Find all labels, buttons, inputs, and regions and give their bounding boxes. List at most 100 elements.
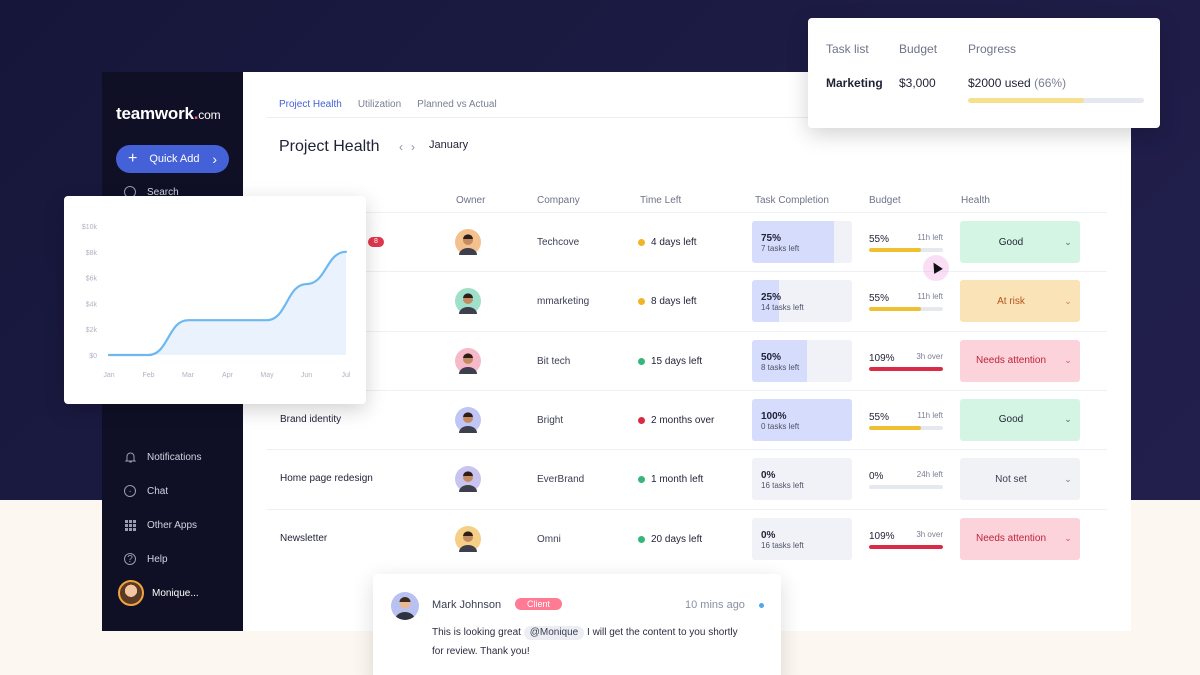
budget-percent: 0% xyxy=(869,471,884,483)
health-status-select[interactable]: Good ⌄ xyxy=(960,398,1080,441)
owner-avatar[interactable] xyxy=(455,466,481,493)
health-status-select[interactable]: Needs attention ⌄ xyxy=(960,339,1080,382)
table-row[interactable]: Newsletter Omni 20 days left 0% 16 tasks… xyxy=(267,508,1107,568)
owner-avatar[interactable] xyxy=(455,525,481,552)
chevron-left-icon[interactable]: ‹ xyxy=(399,140,411,154)
chevron-right-icon: › xyxy=(212,151,217,167)
sidebar-item-chat[interactable]: · Chat xyxy=(124,485,168,497)
status-dot xyxy=(638,357,645,365)
company-name: Techcove xyxy=(537,237,580,248)
budget-card-budget: $3,000 xyxy=(899,76,936,90)
table-row[interactable]: Bit tech 15 days left 50% 8 tasks left 1… xyxy=(267,330,1107,390)
user-avatar[interactable] xyxy=(118,580,144,606)
comment-body: This is looking great @Monique I will ge… xyxy=(432,623,752,661)
y-tick-label: $0 xyxy=(89,353,97,360)
task-completion-cell[interactable]: 0% 16 tasks left xyxy=(752,517,852,560)
x-tick-label: Apr xyxy=(222,372,234,379)
health-status-label: Not set xyxy=(995,473,1027,485)
column-header-budget[interactable]: Budget xyxy=(869,195,901,206)
task-completion-cell[interactable]: 100% 0 tasks left xyxy=(752,398,852,441)
tab-planned-vs-actual[interactable]: Planned vs Actual xyxy=(417,99,497,110)
owner-avatar[interactable] xyxy=(455,347,481,374)
owner-avatar[interactable] xyxy=(455,229,481,255)
tab-utilization[interactable]: Utilization xyxy=(357,99,402,110)
task-completion-cell[interactable]: 50% 8 tasks left xyxy=(752,339,852,382)
unread-dot xyxy=(759,603,764,608)
company-name: Omni xyxy=(537,533,561,545)
quick-add-button[interactable]: + Quick Add › xyxy=(116,145,229,173)
table-row[interactable]: Brand identity Bright 2 months over 100%… xyxy=(267,389,1107,449)
mention-chip[interactable]: @Monique xyxy=(523,626,585,640)
x-tick-label: Jan xyxy=(103,372,114,379)
comment-author[interactable]: Mark Johnson xyxy=(432,599,502,611)
health-status-label: Needs attention xyxy=(975,533,1047,544)
budget-percent: 109% xyxy=(869,530,895,542)
comment-card: Mark Johnson Client 10 mins ago This is … xyxy=(373,574,781,675)
column-header-task-completion[interactable]: Task Completion xyxy=(755,195,829,206)
client-tag: Client xyxy=(515,598,563,610)
quick-add-label: Quick Add xyxy=(149,153,200,165)
chevron-down-icon: ⌄ xyxy=(1064,295,1072,306)
chevron-down-icon: ⌄ xyxy=(1064,533,1072,543)
comment-timestamp: 10 mins ago xyxy=(685,599,745,611)
table-row[interactable]: 8 Techcove 4 days left 75% 7 tasks left … xyxy=(267,212,1107,271)
budget-card-used: $2000 used (66%) xyxy=(968,76,1066,90)
task-completion-cell[interactable]: 25% 14 tasks left xyxy=(752,280,852,323)
x-tick-label: Jul xyxy=(342,372,351,379)
budget-bar xyxy=(869,307,943,312)
budget-bar-fill xyxy=(869,544,943,549)
project-name[interactable]: Newsletter xyxy=(280,532,328,544)
budget-percent: 55% xyxy=(869,293,890,305)
page-title: Project Health xyxy=(279,138,380,155)
sidebar-item-help[interactable]: ? Help xyxy=(124,553,168,565)
column-header-health[interactable]: Health xyxy=(961,195,990,206)
health-status-select[interactable]: Good ⌄ xyxy=(960,221,1080,263)
column-header-time-left[interactable]: Time Left xyxy=(640,195,682,206)
task-completion-percent: 25% xyxy=(761,292,782,304)
owner-avatar[interactable] xyxy=(455,406,481,433)
owner-avatar[interactable] xyxy=(455,288,481,315)
column-header-owner[interactable]: Owner xyxy=(456,195,486,206)
health-status-select[interactable]: Not set ⌄ xyxy=(960,458,1080,501)
sidebar-item-notifications[interactable]: Notifications xyxy=(124,451,201,463)
budget-progress-fill xyxy=(968,98,1085,103)
time-left: 1 month left xyxy=(638,474,703,485)
table-row[interactable]: Home page redesign EverBrand 1 month lef… xyxy=(267,449,1107,508)
budget-hours: 3h over xyxy=(916,351,943,361)
task-completion-fill xyxy=(752,280,779,323)
tasks-left: 0 tasks left xyxy=(761,421,800,431)
time-left: 2 months over xyxy=(638,415,714,426)
health-status-select[interactable]: At risk ⌄ xyxy=(960,280,1080,323)
task-completion-percent: 100% xyxy=(761,410,787,422)
sidebar-item-other-apps[interactable]: Other Apps xyxy=(124,519,197,531)
chevron-right-icon[interactable]: › xyxy=(411,140,423,154)
time-left: 8 days left xyxy=(638,296,697,307)
commenter-avatar[interactable] xyxy=(391,592,419,620)
budget-hours: 24h left xyxy=(916,470,943,480)
task-completion-percent: 0% xyxy=(761,529,776,541)
budget-percent: 109% xyxy=(869,352,895,364)
app-logo[interactable]: teamwork.com xyxy=(116,104,221,123)
time-left-label: 20 days left xyxy=(651,533,703,545)
tasks-left: 16 tasks left xyxy=(761,540,804,550)
health-status-select[interactable]: Needs attention ⌄ xyxy=(960,517,1080,560)
column-header-company[interactable]: Company xyxy=(537,195,580,206)
task-completion-cell[interactable]: 0% 16 tasks left xyxy=(752,458,852,501)
project-name[interactable]: Home page redesign xyxy=(280,473,373,485)
sidebar-item-label: Chat xyxy=(147,485,169,497)
project-name[interactable]: Brand identity xyxy=(280,413,342,425)
task-completion-cell[interactable]: 75% 7 tasks left xyxy=(752,221,852,263)
tab-project-health[interactable]: Project Health xyxy=(279,99,342,110)
chat-icon: · xyxy=(124,485,136,497)
x-tick-label: May xyxy=(260,372,274,379)
task-completion-percent: 50% xyxy=(761,351,782,363)
notification-count-badge: 8 xyxy=(368,237,384,247)
user-name[interactable]: Monique... xyxy=(152,588,199,599)
y-tick-label: $6k xyxy=(86,276,98,283)
y-tick-label: $4k xyxy=(86,301,98,308)
sidebar-item-label: Search xyxy=(147,186,179,198)
table-row[interactable]: mmarketing 8 days left 25% 14 tasks left… xyxy=(267,271,1107,330)
spending-chart-card: $0 $2k $4k $6k $8k $10k Jan Feb Mar Apr May Jun Jul xyxy=(64,196,366,404)
budget-bar xyxy=(869,425,943,430)
tasks-left: 16 tasks left xyxy=(761,481,804,491)
